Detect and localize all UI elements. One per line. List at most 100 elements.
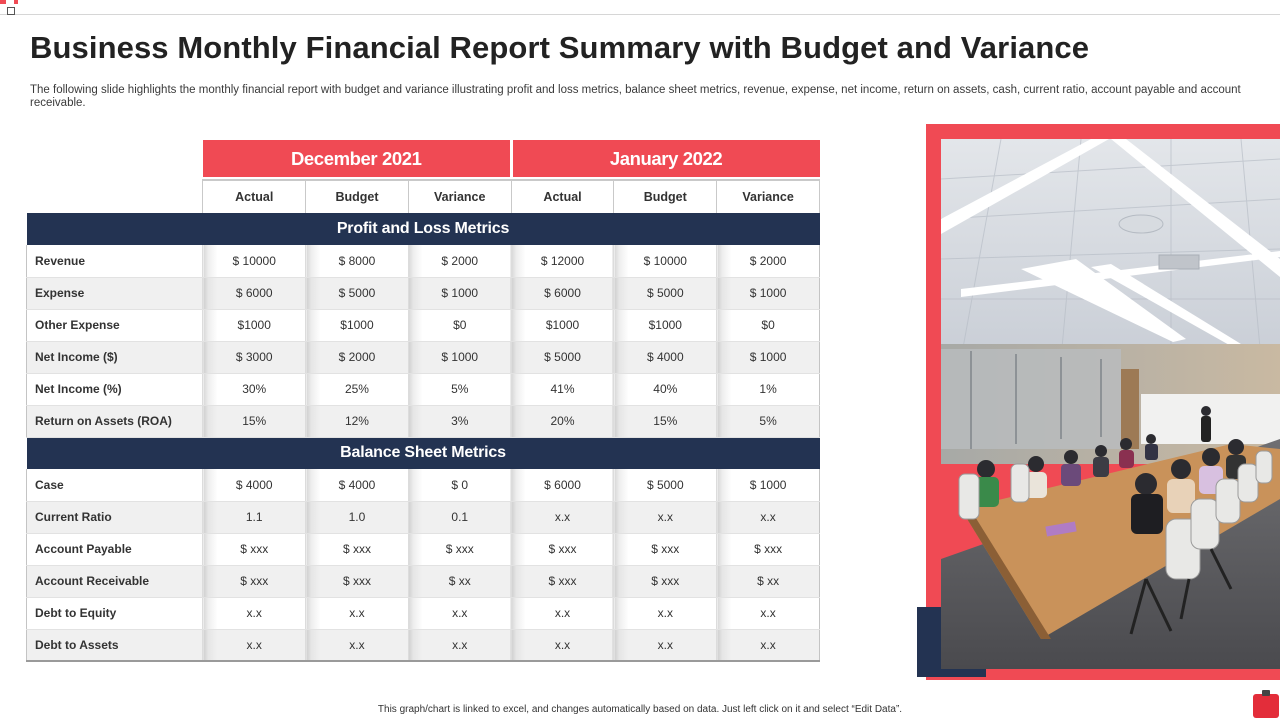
table-cell: $ xxx [305,533,409,566]
table-cell: $ 10000 [613,245,717,278]
table-cell: $ 4000 [305,469,409,502]
table-cell: $ 12000 [510,245,614,278]
pen-icon[interactable] [1253,690,1279,718]
table-cell: x.x [510,597,614,630]
table-cell: 41% [510,373,614,406]
table-cell: $ xxx [613,533,717,566]
table-cell: x.x [716,597,820,630]
table-cell: $ xxx [510,565,614,598]
table-cell: x.x [407,629,512,662]
table-cell: x.x [716,501,820,534]
column-header: Variance [716,179,820,213]
selection-handle[interactable] [7,7,15,15]
column-header: Actual [202,179,307,213]
top-divider [0,14,1280,15]
table-cell: $ 3000 [202,341,306,374]
table-cell: 3% [407,405,512,438]
table-cell: x.x [510,629,614,662]
table-row: Return on Assets (ROA) 15% 12% 3% 20% 15% 5% [25,405,820,438]
table-cell: $ 0 [407,469,512,502]
corner-accent [0,0,6,4]
row-label: Account Payable [25,533,203,566]
table-row: Debt to Assets x.x x.x x.x x.x x.x x.x [25,629,820,662]
table-cell: $ 5000 [510,341,614,374]
table-cell: $ 2000 [305,341,409,374]
table-cell: $ xxx [202,533,306,566]
row-label: Account Receivable [25,565,203,598]
table-cell: $ 5000 [305,277,409,310]
table-cell: $1000 [613,309,717,342]
table-cell: $1000 [510,309,614,342]
table-cell: $ 1000 [716,469,820,502]
table-cell: $ 10000 [202,245,306,278]
table-cell: $ 4000 [613,341,717,374]
table-cell: $0 [407,309,512,342]
corner-accent [14,0,18,4]
table-cell: $ 6000 [510,469,614,502]
table-cell: 30% [202,373,306,406]
table-cell: $ xxx [613,565,717,598]
row-label: Case [25,469,203,502]
row-label: Revenue [25,245,203,278]
row-label: Current Ratio [25,501,203,534]
row-label: Return on Assets (ROA) [25,405,203,438]
table-row: Case $ 4000 $ 4000 $ 0 $ 6000 $ 5000 $ 1000 [25,469,820,502]
table-cell: 25% [305,373,409,406]
page-description: The following slide highlights the month… [30,84,1241,109]
section-header: Balance Sheet Metrics [26,437,820,469]
table-row: Expense $ 6000 $ 5000 $ 1000 $ 6000 $ 5000 $ 1… [25,277,820,310]
table-row: Account Payable $ xxx $ xxx $ xxx $ xxx $ xxx… [25,533,820,566]
row-label: Other Expense [25,309,203,342]
page-title: Business Monthly Financial Report Summar… [30,30,1090,65]
table-cell: 15% [202,405,306,438]
table-cell: x.x [613,501,717,534]
table-row: Net Income ($) $ 3000 $ 2000 $ 1000 $ 5000 $ … [25,341,820,374]
table-row: Account Receivable $ xxx $ xxx $ xx $ xxx $ x… [25,565,820,598]
table-cell: $ 4000 [202,469,306,502]
table-cell: $1000 [305,309,409,342]
table-cell: $ 1000 [716,341,820,374]
table-cell: 40% [613,373,717,406]
section-header: Profit and Loss Metrics [26,213,820,245]
table-row: Net Income (%) 30% 25% 5% 41% 40% 1% [25,373,820,406]
column-header: Actual [510,179,615,213]
table-cell: 15% [613,405,717,438]
table-cell: x.x [305,597,409,630]
column-header: Variance [407,179,512,213]
table-cell: x.x [613,629,717,662]
table-cell: 20% [510,405,614,438]
table-row: Debt to Equity x.x x.x x.x x.x x.x x.x [25,597,820,630]
table-cell: $ xxx [202,565,306,598]
table-cell: $ 1000 [407,341,512,374]
table-cell: 5% [716,405,820,438]
table-cell: $ xx [407,565,512,598]
table-cell: $ xxx [716,533,820,566]
table-cell: x.x [613,597,717,630]
column-header: Budget [305,179,409,213]
table-cell: 0.1 [407,501,512,534]
table-cell: 12% [305,405,409,438]
table-cell: x.x [510,501,614,534]
row-label: Debt to Assets [25,629,203,662]
row-label: Debt to Equity [25,597,203,630]
table-cell: $ xx [716,565,820,598]
table-cell: $1000 [202,309,306,342]
table-cell: x.x [202,597,306,630]
table-cell: $ 6000 [510,277,614,310]
row-label: Net Income ($) [25,341,203,374]
table-row: Revenue $ 10000 $ 8000 $ 2000 $ 12000 $ 10000… [25,245,820,278]
financial-table: December 2021 January 2022 Actual Budget… [25,140,820,662]
table-cell: $ 1000 [716,277,820,310]
table-cell: 5% [407,373,512,406]
table-cell: $ 8000 [305,245,409,278]
table-cell: $ 2000 [407,245,512,278]
table-cell: x.x [202,629,306,662]
table-cell: $ 5000 [613,469,717,502]
table-row: Current Ratio 1.1 1.0 0.1 x.x x.x x.x [25,501,820,534]
table-cell: 1.1 [202,501,306,534]
table-row: Other Expense $1000 $1000 $0 $1000 $1000 $0 [25,309,820,342]
month-header-january: January 2022 [511,140,820,177]
month-header-december: December 2021 [202,140,513,177]
table-cell: $0 [716,309,820,342]
footnote: This graph/chart is linked to excel, and… [377,704,903,715]
